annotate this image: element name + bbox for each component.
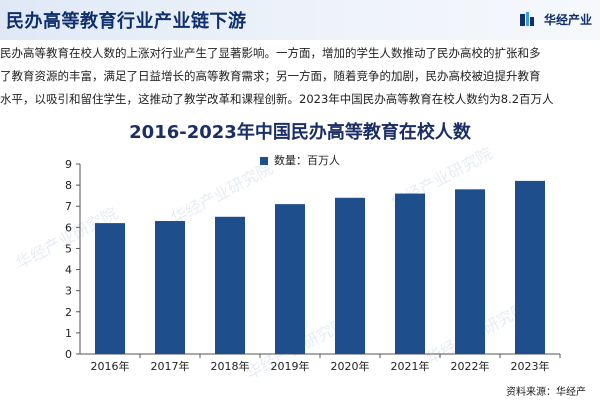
- chart-title: 2016-2023年中国民办高等教育在校人数: [129, 122, 471, 143]
- bar: [275, 204, 305, 354]
- y-tick-label: 4: [65, 264, 72, 277]
- y-tick-label: 8: [65, 179, 72, 192]
- bar: [215, 216, 245, 354]
- bar: [395, 193, 425, 354]
- x-tick-label: 2018年: [211, 359, 250, 373]
- y-tick-label: 9: [65, 158, 72, 171]
- x-tick-label: 2019年: [271, 359, 310, 373]
- x-tick-label: 2021年: [391, 359, 430, 373]
- paragraph-line: 民办高等教育在校人数的上涨对行业产生了显著影响。一方面，增加的学生人数推动了民办…: [0, 46, 541, 60]
- bar: [95, 223, 125, 354]
- x-tick-label: 2023年: [511, 359, 550, 373]
- x-tick-label: 2020年: [331, 359, 370, 373]
- bar: [155, 221, 185, 354]
- intro-paragraph: 民办高等教育在校人数的上涨对行业产生了显著影响。一方面，增加的学生人数推动了民办…: [0, 42, 600, 111]
- bar: [455, 189, 485, 354]
- y-tick-label: 2: [65, 306, 72, 319]
- legend-label: 数量：百万人: [274, 154, 340, 167]
- chart-legend: 数量：百万人: [260, 152, 340, 168]
- bar: [335, 197, 365, 354]
- y-tick-label: 1: [65, 327, 72, 340]
- x-tick-label: 2017年: [151, 359, 190, 373]
- paragraph-line: 了教育资源的丰富，满足了日益增长的高等教育需求；另一方面，随着竞争的加剧，民办高…: [0, 69, 541, 83]
- y-tick-label: 5: [65, 242, 72, 255]
- x-tick-label: 2016年: [91, 359, 130, 373]
- source-note: 资料来源：华经产: [506, 387, 586, 398]
- brand-name: 华经产业: [543, 13, 592, 27]
- legend-swatch: [260, 157, 268, 165]
- brand-logo-icon: [520, 12, 534, 26]
- header-banner: 民办高等教育行业产业链下游 华经产业: [0, 0, 600, 40]
- y-tick-label: 6: [65, 221, 72, 234]
- paragraph-line: 水平，以吸引和留住学生，这推动了教学改革和课程创新。2023年中国民办高等教育在…: [0, 92, 554, 106]
- y-tick-label: 3: [65, 285, 72, 298]
- y-tick-label: 7: [65, 200, 72, 213]
- bar: [515, 180, 545, 354]
- x-tick-label: 2022年: [451, 359, 490, 373]
- page-title: 民办高等教育行业产业链下游: [6, 11, 247, 32]
- y-tick-label: 0: [65, 348, 72, 361]
